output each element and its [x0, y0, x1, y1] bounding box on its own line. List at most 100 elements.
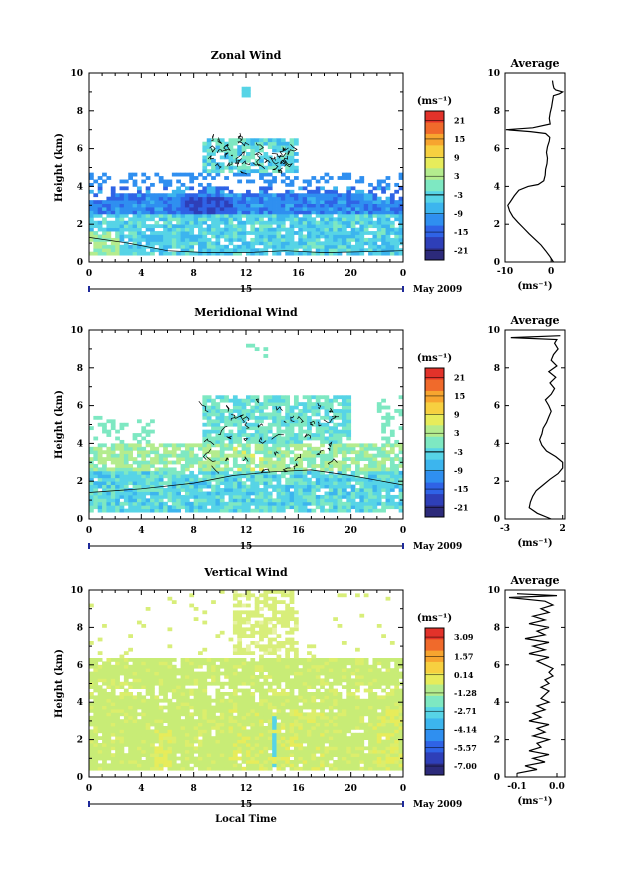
contour-line [316, 449, 324, 455]
heatmap-cell [254, 641, 260, 645]
contour-line [282, 467, 291, 473]
heatmap-cell [224, 763, 229, 768]
heatmap-cell [368, 207, 373, 211]
heatmap-cell [232, 753, 238, 757]
heatmap-cell [123, 675, 129, 679]
heatmap-cell [241, 402, 247, 406]
heatmap-cell [163, 685, 168, 689]
heatmap-cell [241, 491, 247, 496]
heatmap-cell [228, 749, 234, 754]
heatmap-cell [328, 405, 334, 410]
heatmap-cell [267, 237, 273, 242]
heatmap-cell [115, 241, 120, 246]
heatmap-cell [198, 675, 203, 679]
heatmap-cell [341, 398, 347, 403]
heatmap-cell [232, 402, 238, 406]
heatmap-cell [293, 446, 299, 451]
heatmap-cell [276, 450, 282, 455]
heatmap-cell [97, 182, 103, 187]
heatmap-cell [145, 739, 151, 744]
heatmap-cell [219, 186, 225, 191]
heatmap-cell [89, 678, 94, 683]
heatmap-cell [298, 210, 304, 215]
heatmap-cell [119, 217, 125, 222]
heatmap-cell [372, 244, 378, 249]
heatmap-cell [293, 419, 299, 424]
heatmap-cell [150, 443, 155, 448]
heatmap-cell [97, 715, 103, 720]
heatmap-cell [263, 436, 269, 441]
heatmap-cell [359, 220, 365, 225]
contour-lines [88, 132, 404, 253]
heatmap-cell [355, 220, 360, 225]
heatmap-cell [128, 193, 134, 198]
heatmap-cell [189, 207, 195, 211]
heatmap-cell [110, 196, 116, 201]
heatmap-cell [267, 501, 273, 506]
heatmap-cell [93, 210, 99, 215]
heatmap-cell [311, 189, 317, 194]
heatmap-cell [211, 739, 216, 744]
heatmap-cell [341, 433, 347, 437]
heatmap-cell [389, 446, 395, 451]
heatmap-cell [163, 251, 168, 256]
heatmap-cell [263, 446, 269, 451]
heatmap-cell [141, 685, 147, 689]
heatmap-cell [145, 664, 151, 669]
heatmap-cell [119, 426, 125, 431]
heatmap-cell [381, 251, 386, 256]
heatmap-cell [141, 470, 147, 475]
heatmap-cell [150, 457, 155, 461]
heatmap-cell [368, 508, 373, 513]
heatmap-cell [337, 505, 343, 510]
heatmap-cell [246, 200, 251, 204]
heatmap-cell [285, 467, 291, 472]
contour-line [216, 149, 223, 154]
heatmap-cell [259, 207, 264, 211]
heatmap-cell [180, 668, 186, 672]
heatmap-cell [202, 433, 208, 437]
heatmap-cell [206, 182, 212, 187]
heatmap-cell [215, 412, 221, 417]
heatmap-cell [102, 426, 107, 431]
heatmap-cell [328, 426, 334, 431]
x-tick-label: 4 [138, 269, 144, 279]
heatmap-cell [136, 227, 142, 232]
heatmap-cell [167, 220, 173, 225]
heatmap-cell [115, 746, 120, 751]
heatmap-cell [123, 760, 129, 764]
heatmap-cell [180, 213, 186, 218]
heatmap-cell [250, 453, 256, 458]
heatmap-cell [394, 244, 400, 249]
heatmap-cell [211, 248, 216, 253]
heatmap-cell [167, 763, 173, 768]
heatmap-cell [163, 719, 168, 723]
heatmap-cell [267, 464, 273, 468]
heatmap-cell [115, 753, 120, 757]
heatmap-cell [215, 491, 221, 496]
heatmap-cell [333, 481, 338, 486]
heatmap-cell [128, 251, 134, 256]
heatmap-cell [167, 698, 173, 703]
heatmap-cell [97, 729, 103, 734]
heatmap-cell [398, 501, 404, 506]
heatmap-cell [110, 251, 116, 256]
heatmap-cell [219, 474, 225, 479]
heatmap-cell [193, 481, 199, 486]
colorbar-tick-label: -15 [454, 227, 468, 237]
heatmap-cell [141, 220, 147, 225]
heatmap-cell [307, 481, 312, 486]
heatmap-cell [224, 217, 229, 222]
heatmap-cell [224, 692, 229, 696]
y-tick-label: 8 [77, 107, 83, 117]
average-x-label: -10 [497, 267, 513, 277]
heatmap-cell [128, 719, 134, 723]
heatmap-cell [346, 415, 352, 420]
heatmap-cell [337, 217, 343, 222]
heatmap-cell [123, 736, 129, 740]
heatmap-cell [176, 705, 181, 710]
heatmap-cell [280, 402, 286, 406]
heatmap-cell [394, 409, 400, 413]
heatmap-cell [385, 474, 391, 479]
heatmap-cell [119, 712, 125, 717]
